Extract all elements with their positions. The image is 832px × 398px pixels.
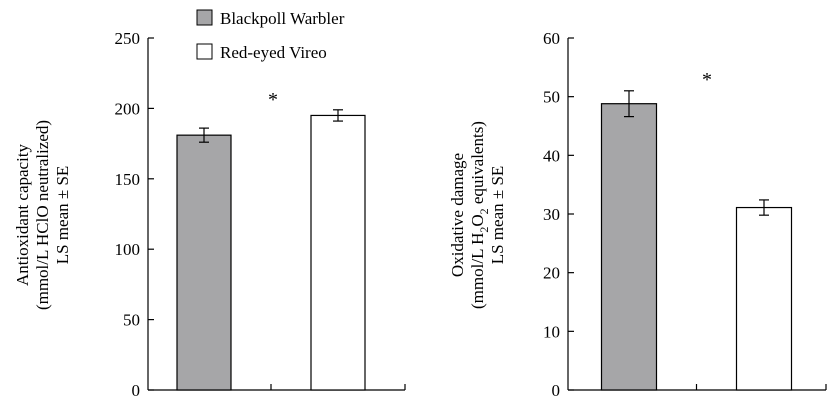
y-tick-label: 10 — [543, 322, 560, 341]
y-axis-label-line-2: (mmol/L HClO neutralized) — [33, 120, 52, 310]
y-tick-label: 40 — [543, 146, 560, 165]
y-tick-label: 150 — [115, 170, 141, 189]
y-tick-label: 50 — [123, 311, 140, 330]
y-axis-label-line-2: (mmol/L H2O2 equivalents) — [468, 121, 491, 309]
significance-star-oxidative: * — [702, 69, 712, 91]
bar-red-eyed-vireo — [310, 114, 366, 391]
y-axis-label-oxidative: Oxidative damage (mmol/L H2O2 equivalent… — [448, 121, 507, 309]
y-axis-label-line-1: Oxidative damage — [448, 153, 467, 277]
y-tick-label: 100 — [115, 240, 141, 259]
y-tick-label: 60 — [543, 29, 560, 48]
chart-oxidative-damage: Oxidative damage (mmol/L H2O2 equivalent… — [448, 29, 827, 398]
y-axis-label-line-1: Antioxidant capacity — [13, 143, 32, 286]
legend-label-red-eyed-vireo: Red-eyed Vireo — [220, 43, 327, 62]
y-tick-label: 250 — [115, 29, 141, 48]
bar-blackpoll-warbler — [176, 134, 232, 391]
legend-swatch-blackpoll-warbler — [196, 9, 213, 26]
y-tick-label: 0 — [132, 381, 141, 398]
y-axis-label-line-3: LS mean ± SE — [488, 166, 507, 265]
chart-antioxidant: Antioxidant capacity (mmol/L HClO neutra… — [13, 29, 406, 398]
y-tick-label: 200 — [115, 99, 141, 118]
y-tick-label: 0 — [552, 381, 561, 398]
bar-red-eyed-vireo — [735, 206, 793, 391]
y-tick-label: 50 — [543, 88, 560, 107]
legend: Blackpoll Warbler Red-eyed Vireo — [196, 9, 345, 62]
y-tick-label: 20 — [543, 264, 560, 283]
legend-swatch-red-eyed-vireo — [196, 43, 213, 60]
legend-label-blackpoll-warbler: Blackpoll Warbler — [220, 9, 345, 28]
bar-blackpoll-warbler — [600, 103, 658, 391]
y-axis-label-antioxidant: Antioxidant capacity (mmol/L HClO neutra… — [13, 120, 72, 310]
y-tick-label: 30 — [543, 205, 560, 224]
significance-star-antioxidant: * — [268, 89, 278, 111]
y-axis-label-line-3: LS mean ± SE — [53, 166, 72, 265]
